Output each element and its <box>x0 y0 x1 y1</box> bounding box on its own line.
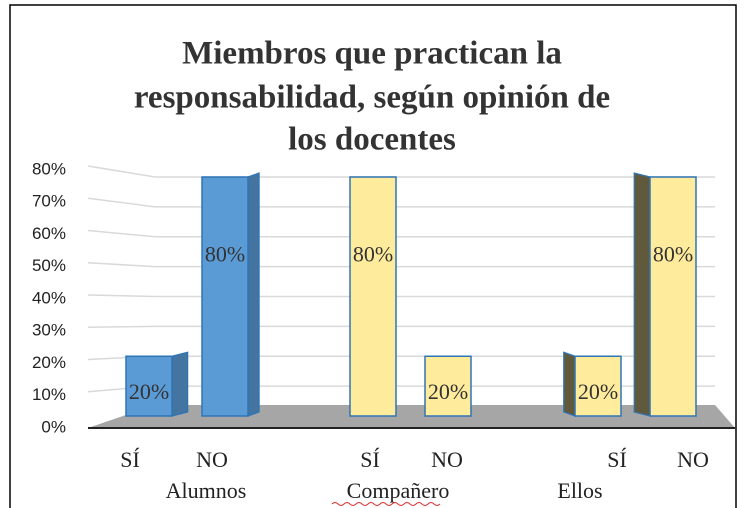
x-tick-label: SÍ <box>120 447 140 472</box>
y-tick-label: 20% <box>32 353 66 372</box>
value-label: 80% <box>205 242 245 267</box>
chart-title: los docentes <box>288 122 456 158</box>
value-label: 80% <box>353 242 393 267</box>
chart-title: responsabilidad, según opinión de <box>134 80 610 116</box>
y-tick-label: 30% <box>32 321 66 340</box>
x-tick-label: SÍ <box>360 447 380 472</box>
grid-line <box>87 229 715 238</box>
grid-line <box>87 197 715 208</box>
group-label: Ellos <box>557 478 602 503</box>
bar <box>201 176 249 417</box>
value-label: 20% <box>428 379 468 404</box>
x-tick-label: NO <box>431 447 463 472</box>
bar-side <box>563 351 576 417</box>
group-label: Alumnos <box>166 478 247 503</box>
value-label: 80% <box>653 242 693 267</box>
grid-line <box>87 325 715 328</box>
x-tick-label: SÍ <box>607 447 627 472</box>
y-tick-label: 80% <box>32 159 66 178</box>
chart-title: Miembros que practican la <box>182 36 562 72</box>
bar-side <box>247 172 260 417</box>
y-tick-label: 60% <box>32 224 66 243</box>
bar <box>649 176 697 417</box>
spell-underline <box>331 502 441 506</box>
bar-side <box>171 351 189 417</box>
y-tick-label: 50% <box>32 256 66 275</box>
y-tick-label: 10% <box>32 385 66 404</box>
x-tick-label: NO <box>677 447 709 472</box>
bar <box>125 355 173 417</box>
bar <box>424 355 472 417</box>
y-tick-label: 0% <box>41 417 66 436</box>
y-tick-label: 70% <box>32 192 66 211</box>
bar <box>349 176 397 417</box>
value-label: 20% <box>129 379 169 404</box>
value-label: 20% <box>578 379 618 404</box>
x-tick-label: NO <box>196 447 228 472</box>
grid-line <box>87 262 715 268</box>
y-tick-label: 40% <box>32 288 66 307</box>
bar-side <box>633 172 651 417</box>
grid-line <box>87 165 715 178</box>
grid-line <box>87 294 715 298</box>
group-label: Compañero <box>347 478 450 503</box>
bar <box>574 355 622 417</box>
